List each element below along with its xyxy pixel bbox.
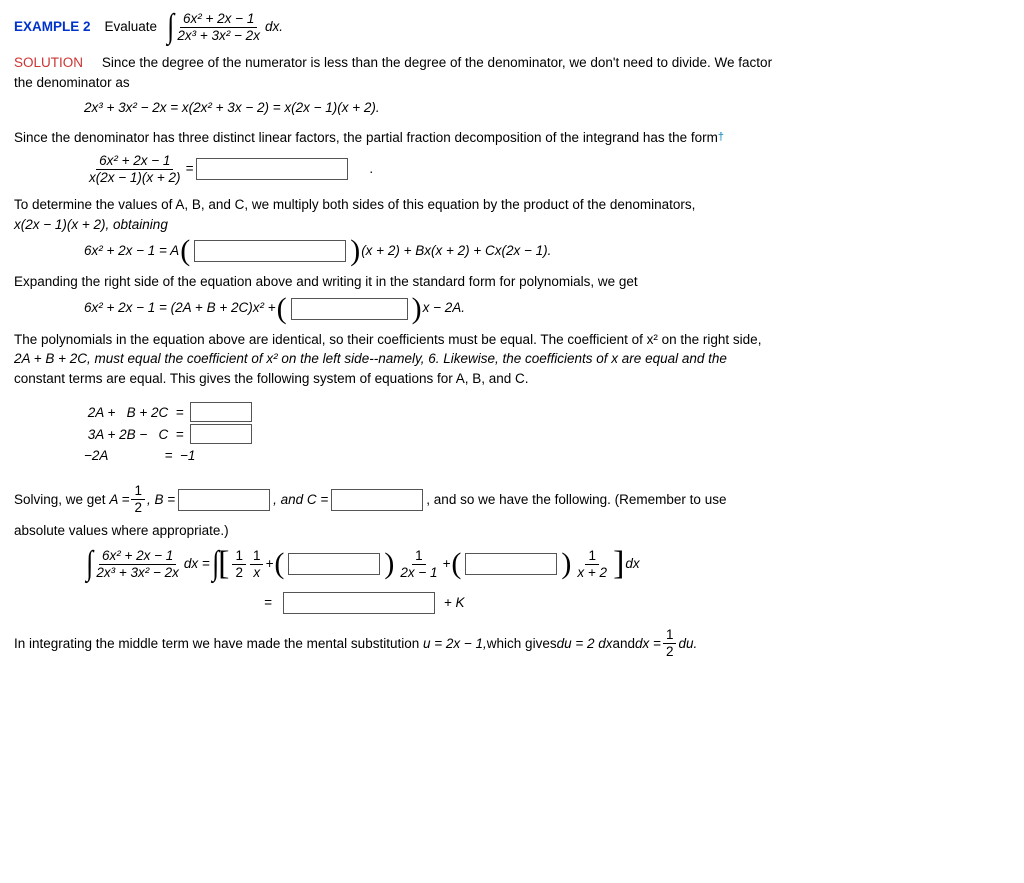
para-2: Since the denominator has three distinct… <box>14 128 1010 148</box>
eq-expand-line: 6x² + 2x − 1 = (2A + B + 2C)x² + ( ) x −… <box>84 298 1010 320</box>
eq-A-line: 6x² + 2x − 1 = A ( ) (x + 2) + Bx(x + 2)… <box>84 240 1010 262</box>
para-4: Expanding the right side of the equation… <box>14 272 1010 292</box>
integral-icon: ∫ <box>212 549 219 580</box>
blank-linear-coef[interactable] <box>291 298 408 320</box>
blank-coef-B[interactable] <box>288 553 380 575</box>
solving-line-2: absolute values where appropriate.) <box>14 521 1010 541</box>
dx: dx. <box>265 20 283 35</box>
para-5: The polynomials in the equation above ar… <box>14 330 1010 389</box>
integral-icon: ∫ <box>167 12 174 43</box>
para-3: To determine the values of A, B, and C, … <box>14 195 1010 234</box>
solving-line: Solving, we get A = 1 2 , B = , and C = … <box>14 484 1010 515</box>
blank-sys-1[interactable] <box>190 402 252 422</box>
solution-label: SOLUTION <box>14 55 83 70</box>
substitution-note: In integrating the middle term we have m… <box>14 628 1010 659</box>
solution-para: SOLUTION Since the degree of the numerat… <box>14 53 1010 92</box>
integral-icon: ∫ <box>86 549 93 580</box>
partial-fraction-line: 6x² + 2x − 1 x(2x − 1)(x + 2) = . <box>84 154 1010 185</box>
final-answer-line: = + K <box>264 592 1010 614</box>
blank-C-value[interactable] <box>331 489 423 511</box>
final-integral-line: ∫ 6x² + 2x − 1 2x³ + 3x² − 2x dx = ∫ [ 1… <box>84 549 1010 580</box>
main-integrand: 6x² + 2x − 1 2x³ + 3x² − 2x <box>174 12 263 43</box>
blank-pf-decomp[interactable] <box>196 158 348 180</box>
evaluate-word: Evaluate <box>105 20 158 35</box>
blank-sys-2[interactable] <box>190 424 252 444</box>
blank-B-value[interactable] <box>178 489 270 511</box>
blank-A-factor[interactable] <box>194 240 346 262</box>
example-label: EXAMPLE 2 <box>14 20 91 35</box>
blank-coef-C[interactable] <box>465 553 557 575</box>
factored-line: 2x³ + 3x² − 2x = x(2x² + 3x − 2) = x(2x … <box>84 98 1010 118</box>
dagger-icon: † <box>718 131 724 143</box>
example-header: EXAMPLE 2 Evaluate ∫ 6x² + 2x − 1 2x³ + … <box>14 12 1010 43</box>
blank-final-answer[interactable] <box>283 592 435 614</box>
system-equations: 2A + B + 2C = 3A + 2B − C = −2A = −1 <box>84 400 255 468</box>
